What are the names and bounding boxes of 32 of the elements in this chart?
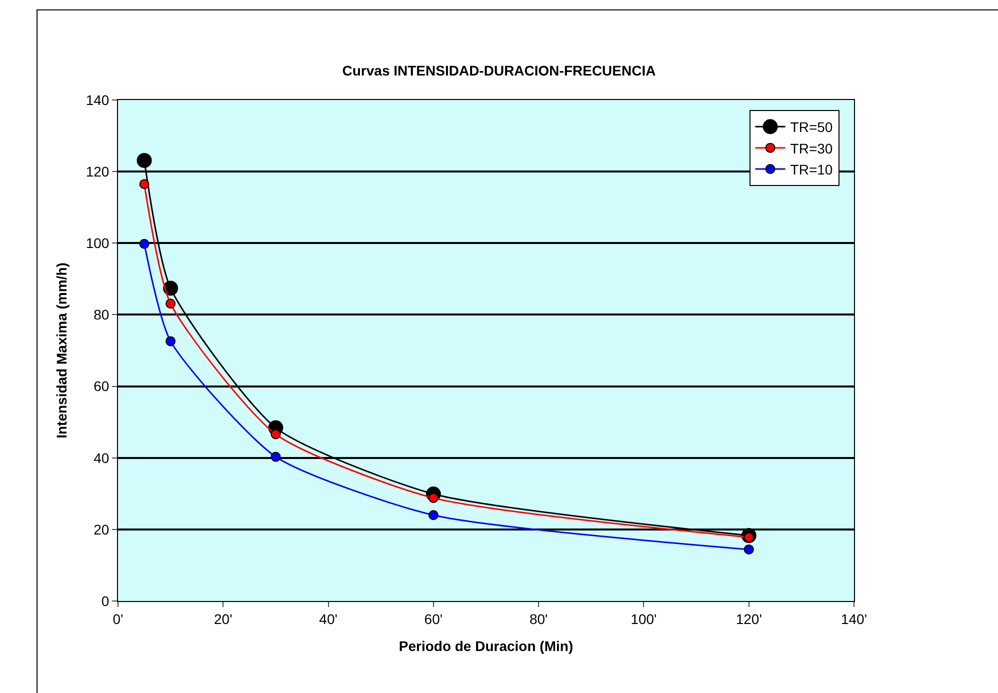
x-tick-label: 80' [529, 610, 548, 627]
x-tick-label: 140' [840, 610, 868, 627]
y-tick-label: 20 [94, 521, 110, 538]
y-tick-label: 40 [94, 450, 110, 466]
point [270, 429, 281, 440]
point [136, 152, 152, 168]
y-tick-label: 60 [94, 378, 110, 394]
x-tick-label: 20' [214, 610, 232, 627]
y-tick-label: 80 [94, 306, 110, 323]
chart-title: Curvas INTENSIDAD-DURACION-FRECUENCIA [342, 62, 656, 79]
point [163, 280, 178, 296]
x-tick-label: 100' [630, 610, 657, 627]
point [744, 544, 754, 554]
y-tick-label: 100 [86, 235, 110, 252]
legend-label: TR=50 [790, 119, 833, 136]
point [139, 179, 150, 190]
point [166, 336, 176, 346]
x-tick-label: 60' [424, 610, 443, 627]
y-tick-label: 140 [86, 92, 110, 108]
x-tick-label: 0' [112, 610, 124, 627]
legend-label: TR=30 [790, 140, 833, 156]
y-tick-label: 0 [101, 592, 110, 609]
point [270, 452, 281, 462]
x-tick-label: 120' [736, 610, 762, 627]
point [139, 238, 150, 249]
x-tick-label: 40' [319, 610, 338, 627]
y-axis-title: Intensidad Maxima (mm/h) [53, 262, 70, 438]
point [166, 298, 176, 309]
y-tick-label: 120 [86, 163, 110, 180]
point [428, 510, 438, 520]
x-axis-title: Periodo de Duracion (Min) [398, 638, 574, 654]
legend-label: TR=10 [790, 161, 833, 178]
